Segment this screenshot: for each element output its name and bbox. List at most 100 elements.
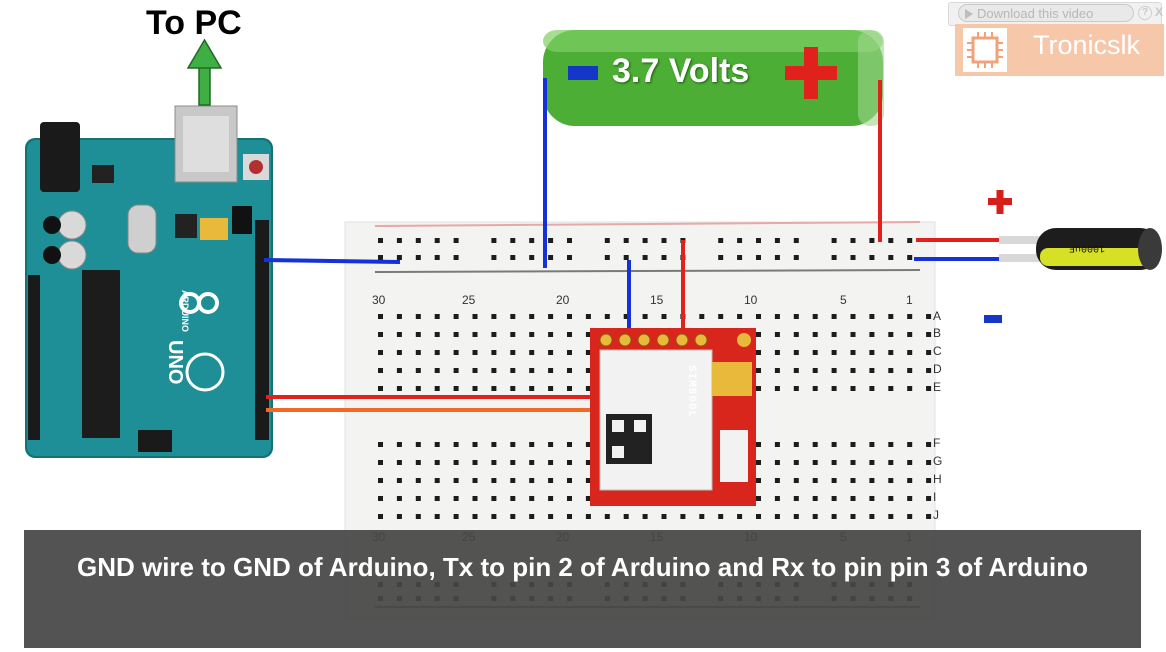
breadboard-hole [396, 332, 402, 337]
breadboard-hole [831, 478, 837, 483]
breadboard-hole [926, 386, 932, 391]
breadboard-hole [907, 332, 913, 337]
breadboard-hole [529, 332, 535, 337]
breadboard-hole [378, 255, 383, 260]
breadboard-hole [793, 386, 799, 391]
antenna-pad [737, 333, 751, 347]
breadboard-hole [548, 386, 554, 391]
breadboard-hole [869, 350, 875, 355]
breadboard-hole [491, 332, 497, 337]
breadboard-hole [529, 460, 535, 465]
row-letter: E [933, 380, 941, 394]
sim-module-label: SIM800L [685, 365, 697, 419]
breadboard-hole [453, 496, 459, 501]
row-letter: C [933, 344, 942, 358]
breadboard-hole [793, 350, 799, 355]
breadboard-hole [510, 350, 516, 355]
breadboard-hole [567, 314, 572, 319]
breadboard-hole [453, 442, 459, 447]
breadboard-hole [756, 442, 761, 447]
breadboard-hole [491, 350, 497, 355]
breadboard-hole [472, 332, 478, 337]
breadboard-hole [548, 460, 554, 465]
breadboard-hole [396, 514, 402, 519]
breadboard-hole [378, 496, 383, 501]
download-video-button[interactable]: Download this video [958, 4, 1134, 22]
breadboard-hole [548, 314, 554, 319]
breadboard-hole [756, 238, 761, 243]
breadboard-hole [548, 442, 554, 447]
breadboard-hole [642, 314, 648, 319]
breadboard-hole [793, 460, 799, 465]
breadboard-hole [529, 314, 535, 319]
breadboard-hole [434, 255, 440, 260]
breadboard-hole [774, 350, 780, 355]
breadboard-hole [850, 496, 856, 501]
breadboard-hole [396, 386, 402, 391]
breadboard-hole [396, 255, 402, 260]
breadboard-hole [926, 514, 932, 519]
breadboard-hole [434, 332, 440, 337]
breadboard-hole [774, 442, 780, 447]
breadboard-hole [774, 368, 780, 373]
breadboard-hole [774, 514, 780, 519]
breadboard-hole [529, 238, 535, 243]
breadboard-hole [661, 314, 667, 319]
breadboard-hole [510, 478, 516, 483]
sim-header-pin [618, 333, 632, 347]
breadboard-hole [926, 332, 932, 337]
breadboard-hole [415, 460, 421, 465]
breadboard-hole [567, 442, 572, 447]
breadboard-hole [812, 514, 818, 519]
breadboard-hole [396, 442, 402, 447]
plus-icon [988, 190, 1012, 214]
breadboard-hole [718, 314, 724, 319]
breadboard-hole [491, 238, 497, 243]
breadboard-hole [548, 514, 554, 519]
breadboard-hole [661, 255, 667, 260]
row-letter: D [933, 362, 942, 376]
breadboard-hole [378, 332, 383, 337]
breadboard-hole [756, 332, 761, 337]
breadboard-hole [888, 478, 894, 483]
column-number: 25 [462, 293, 476, 307]
arduino-model-label: UNO [164, 340, 186, 385]
breadboard-hole [548, 368, 554, 373]
breadboard-hole [472, 314, 478, 319]
help-button[interactable]: ? [1138, 6, 1152, 20]
breadboard-hole [604, 314, 610, 319]
minus-icon [984, 315, 1002, 323]
breadboard-hole [907, 255, 913, 260]
breadboard-hole [623, 514, 629, 519]
breadboard-hole [434, 442, 440, 447]
breadboard-hole [756, 350, 761, 355]
breadboard-hole [756, 496, 761, 501]
breadboard-hole [850, 255, 856, 260]
uno-badge [185, 352, 225, 392]
arduino-brand-label: ARDUINO [180, 290, 190, 332]
capacitor-label: 1000uF [1069, 242, 1106, 253]
column-number: 15 [650, 293, 664, 307]
breadboard-hole [812, 350, 818, 355]
breadboard-hole [774, 386, 780, 391]
breadboard-hole [585, 478, 591, 483]
close-overlay-button[interactable]: X [1154, 5, 1163, 19]
sim-header-pin [694, 333, 708, 347]
breadboard-hole [510, 386, 516, 391]
breadboard-hole [453, 314, 459, 319]
breadboard-hole [793, 314, 799, 319]
caption-text: GND wire to GND of Arduino, Tx to pin 2 … [76, 552, 1089, 582]
breadboard-hole [888, 368, 894, 373]
breadboard-hole [548, 332, 554, 337]
breadboard-hole [453, 238, 459, 243]
sim-header-pin [637, 333, 651, 347]
breadboard-hole [926, 442, 932, 447]
breadboard-hole [831, 496, 837, 501]
breadboard-hole [812, 460, 818, 465]
row-letter: G [933, 454, 942, 468]
breadboard-hole [850, 350, 856, 355]
breadboard-hole [491, 255, 497, 260]
breadboard-hole [548, 350, 554, 355]
breadboard-hole [472, 368, 478, 373]
breadboard-hole [510, 332, 516, 337]
